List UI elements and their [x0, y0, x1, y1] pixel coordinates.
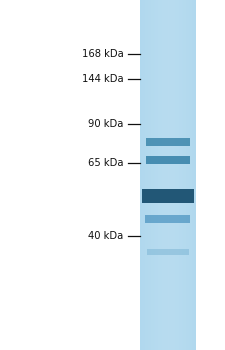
Text: 168 kDa: 168 kDa [82, 49, 124, 59]
Bar [187, 0, 189, 350]
Bar [156, 0, 158, 350]
Bar [173, 0, 175, 350]
Bar [162, 0, 163, 350]
Text: 90 kDa: 90 kDa [88, 119, 124, 129]
Bar [182, 0, 183, 350]
Bar [172, 0, 173, 350]
Bar [183, 0, 184, 350]
Bar [146, 249, 189, 255]
Bar [142, 0, 144, 350]
Bar [163, 0, 165, 350]
Bar [140, 0, 196, 350]
Bar [165, 0, 166, 350]
Bar [194, 0, 196, 350]
Bar [145, 0, 146, 350]
Bar [159, 0, 161, 350]
Bar [158, 0, 159, 350]
Bar [178, 0, 179, 350]
Bar [146, 0, 148, 350]
Bar [145, 215, 190, 223]
Bar [146, 138, 189, 146]
Bar [161, 0, 162, 350]
Bar [141, 0, 142, 350]
Bar [179, 0, 180, 350]
Bar [171, 0, 172, 350]
Bar [180, 0, 182, 350]
Bar [149, 0, 151, 350]
Bar [168, 0, 169, 350]
Bar [142, 189, 194, 203]
Bar [148, 0, 149, 350]
Bar [152, 0, 153, 350]
Bar [144, 0, 145, 350]
Bar [191, 0, 193, 350]
Bar [151, 0, 152, 350]
Bar [186, 0, 187, 350]
Bar [140, 0, 141, 350]
Text: 65 kDa: 65 kDa [88, 158, 124, 168]
Bar [189, 0, 190, 350]
Bar [184, 0, 186, 350]
Bar [169, 0, 171, 350]
Text: 40 kDa: 40 kDa [88, 231, 124, 241]
Bar [155, 0, 156, 350]
Bar [190, 0, 191, 350]
Text: 144 kDa: 144 kDa [82, 74, 124, 84]
Bar [176, 0, 178, 350]
Bar [146, 156, 189, 164]
Bar [166, 0, 168, 350]
Bar [175, 0, 176, 350]
Bar [193, 0, 194, 350]
Bar [153, 0, 155, 350]
